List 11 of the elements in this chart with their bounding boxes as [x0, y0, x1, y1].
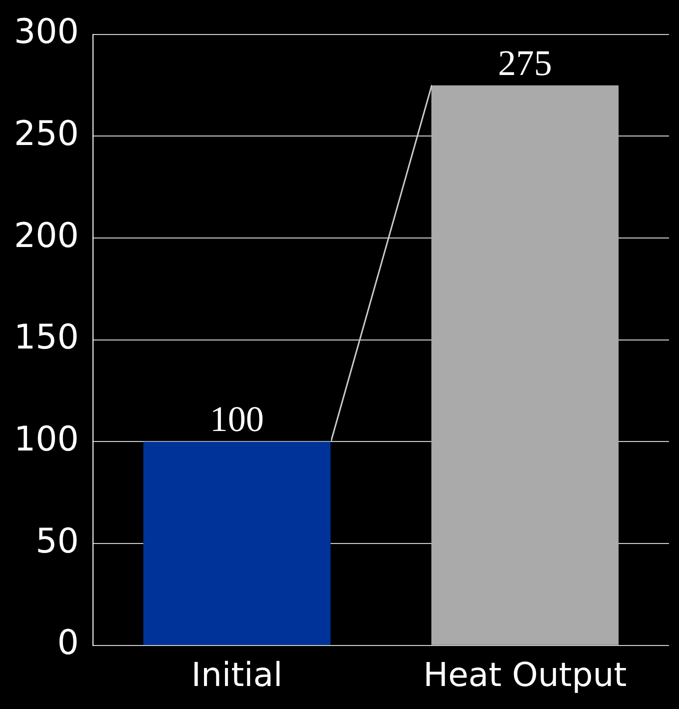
data-label: 100 — [210, 399, 264, 440]
data-label: 275 — [498, 42, 552, 83]
y-tick-label: 100 — [14, 420, 79, 460]
x-tick-label: Heat Output — [423, 654, 627, 694]
y-tick-label: 250 — [14, 114, 79, 154]
y-tick-label: 200 — [14, 216, 79, 256]
x-tick-label: Initial — [191, 654, 283, 694]
y-tick-label: 300 — [14, 12, 79, 52]
y-tick-label: 50 — [36, 521, 79, 562]
y-tick-label: 0 — [57, 623, 79, 664]
y-tick-label: 150 — [14, 318, 79, 358]
